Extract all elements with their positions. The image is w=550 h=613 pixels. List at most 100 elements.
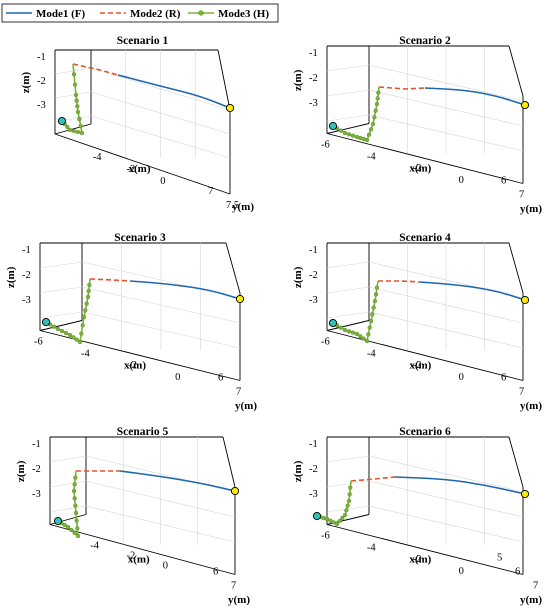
scenario-3-z-tick: -3 <box>22 295 31 306</box>
scenario-5-mode3-marker <box>72 530 77 536</box>
scenario-1-z-tick: -1 <box>37 52 46 63</box>
scenario-6-box-edge <box>508 436 524 488</box>
scenario-4-z-tick: -1 <box>309 245 318 256</box>
scenario-2-mode3-marker <box>338 128 344 133</box>
scenario-6-box-edge <box>326 524 524 575</box>
scenario-3-z-label: z(m) <box>5 266 17 288</box>
scenario-4-mode3-marker <box>374 285 380 290</box>
scenario-5-grid-line <box>49 455 87 463</box>
scenario-5-x-tick: 0 <box>163 561 168 572</box>
scenario-6-z-tick: -2 <box>309 464 318 475</box>
scenario-4-mode3-marker <box>366 332 371 337</box>
scenario-1-mode3-marker <box>78 123 83 129</box>
scenario-1-title: Scenario 1 <box>117 35 169 47</box>
scenario-3-end-point <box>235 294 245 304</box>
scenario-1-y-label: y(m) <box>232 201 254 213</box>
scenario-6-mode2-line <box>350 476 396 482</box>
scenario-3-z-tick: -1 <box>22 245 31 256</box>
scenario-3-box-edge <box>39 330 241 381</box>
scenario-6-x-tick: 0 <box>459 566 464 577</box>
scenario-6-x-tick: -6 <box>321 531 330 542</box>
scenario-6-z-label: z(m) <box>292 460 304 482</box>
scenario-5-grid-line <box>49 505 87 513</box>
scenario-1-x-tick: -2 <box>127 164 136 175</box>
scenario-1-box-edge <box>54 133 231 195</box>
scenario-5-x-tick: -2 <box>127 551 136 562</box>
scenario-5-x-label: x(m) <box>128 554 150 566</box>
scenario-2-mode3-marker <box>376 90 381 95</box>
scenario-3-y-label: y(m) <box>235 400 257 412</box>
scenario-2-mode3-marker <box>364 137 370 143</box>
scenario-6-title: Scenario 6 <box>399 426 451 438</box>
scenario-1-mode3-marker <box>65 124 70 130</box>
scenario-5-title: Scenario 5 <box>117 426 169 438</box>
scenario-3-mode3-marker <box>77 339 83 345</box>
scenario-2-z-label: z(m) <box>292 69 304 91</box>
scenario-4-start-point <box>328 318 338 328</box>
scenario-panels: Scenario 1-1-2-3z(m)-4-20x(m)77.5y(m)Sce… <box>5 35 542 606</box>
scenario-2-z-tick: -1 <box>309 48 318 59</box>
scenario-4-mode3-marker <box>342 327 348 333</box>
scenario-1-mode3-marker <box>75 104 80 109</box>
scenario-3-mode3-marker <box>80 323 85 328</box>
legend-marker-mode3 <box>198 10 204 16</box>
scenario-2-mode1-line <box>424 87 526 106</box>
scenario-4-z-label: z(m) <box>292 266 304 288</box>
scenario-5-y-tick: 7 <box>231 581 236 592</box>
scenario-1-mode3-marker <box>73 92 79 98</box>
scenario-5-mode3-marker <box>62 522 67 528</box>
scenario-6-mode3-marker <box>337 518 342 524</box>
scenario-5-mode3-marker <box>65 524 71 530</box>
scenario-1-mode3-marker <box>79 130 85 136</box>
scenario-3-y-tick: 7 <box>236 387 241 398</box>
scenario-6-x-label: x(m) <box>409 554 431 566</box>
scenario-2-panel: Scenario 2 -1 -2 -3 z(m) -6 -4 -2 0 x(m) 6 7 y(m) <box>292 35 542 215</box>
scenario-5-mode3-marker <box>72 482 77 487</box>
legend-frame <box>1 3 279 23</box>
scenario-3-mode3-marker <box>74 337 79 342</box>
scenario-5-z-tick: -2 <box>32 464 41 475</box>
scenario-1-box-edge <box>54 123 92 135</box>
scenario-2-mode3-marker <box>373 108 378 113</box>
scenario-5-mode3-marker <box>74 518 79 523</box>
scenario-4-title: Scenario 4 <box>399 232 451 244</box>
scenario-4-mode1-line <box>419 281 526 301</box>
scenario-3-mode2-line <box>89 278 131 282</box>
scenario-4-mode3-marker <box>338 325 344 330</box>
scenario-3-mode3-marker <box>87 282 92 288</box>
scenario-1-x-tick: -4 <box>93 152 102 163</box>
scenario-2-box-edge <box>508 45 524 97</box>
scenario-5-z-tick: -1 <box>32 439 41 450</box>
scenario-4-mode3-line <box>332 280 379 343</box>
scenario-4-y-label: y(m) <box>520 400 542 412</box>
scenario-5-mode1-line <box>119 470 236 492</box>
scenario-3-mode3-marker <box>81 314 87 320</box>
scenario-2-box-edge <box>326 123 370 134</box>
scenario-6-mode3-marker <box>348 485 353 490</box>
scenario-4-mode3-marker <box>371 305 376 310</box>
scenario-1-mode3-marker <box>72 82 78 87</box>
scenario-1-mode3-marker <box>67 127 73 133</box>
scenario-6-mode3-marker <box>340 515 345 521</box>
scenario-6-mode3-marker <box>344 508 349 513</box>
scenario-4-grid-line <box>326 286 370 294</box>
scenario-4-box-edge <box>508 242 524 294</box>
scenario-3-mode3-marker <box>84 301 89 306</box>
scenario-1-x-tick: 0 <box>160 176 165 187</box>
scenario-6-mode3-marker <box>345 503 350 508</box>
legend-label-mode2: Mode2 (R) <box>130 8 181 20</box>
scenario-5-box-edge <box>49 524 236 575</box>
scenario-3-mode3-marker <box>83 308 88 313</box>
scenario-1-mode3-marker <box>75 129 81 135</box>
scenario-3-start-point <box>41 317 51 327</box>
scenario-6-y-label: y(m) <box>520 594 542 606</box>
scenario-2-start-point <box>328 121 338 131</box>
scenario-1-mode3-marker <box>77 116 82 122</box>
scenario-4-y-tick: 6 <box>501 373 506 384</box>
scenario-6-z-tick: -1 <box>309 439 318 450</box>
scenario-1-panel: Scenario 1 -1 -2 -3 z(m) -4 -2 0 x(m) 7 7.5y(m) <box>20 35 254 213</box>
scenario-6-panel: Scenario 6 -1 -2 -3 z(m) -6 -4 -2 0 x(m) 5 6 7 y(m) <box>292 426 542 606</box>
scenario-2-mode3-marker <box>372 115 377 120</box>
scenario-4-x-tick: -6 <box>321 337 330 348</box>
scenario-2-end-point <box>520 100 530 110</box>
